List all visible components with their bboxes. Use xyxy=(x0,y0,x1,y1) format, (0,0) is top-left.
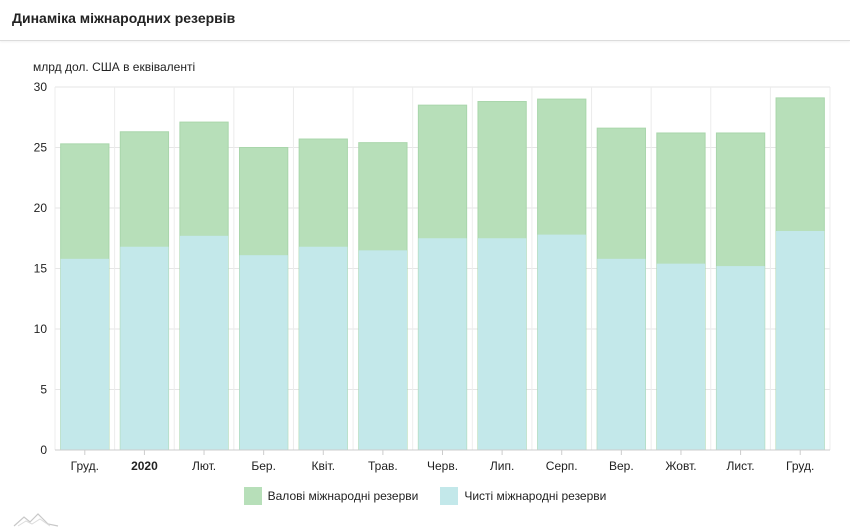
legend-label-gross: Валові міжнародні резерви xyxy=(267,489,419,503)
y-tick-label-15: 15 xyxy=(34,262,48,276)
x-tick-label-6: Черв. xyxy=(427,459,458,473)
y-tick-label-30: 30 xyxy=(34,80,48,94)
legend-swatch-net xyxy=(440,487,459,505)
x-tick-label-10: Жовт. xyxy=(665,459,696,473)
net-bar-4 xyxy=(299,246,348,450)
x-tick-label-4: Квіт. xyxy=(312,459,336,473)
legend-item-net[interactable]: Чисті міжнародні резерви xyxy=(440,487,606,505)
y-tick-label-25: 25 xyxy=(34,141,48,155)
x-tick-label-11: Лист. xyxy=(727,459,755,473)
reserves-bar-chart: 0 5 10 15 20 25 30 Груд. 2020 Лют. Бер. Квіт. Трав. Ч… xyxy=(34,80,831,473)
x-tick-label-0: Груд. xyxy=(71,459,99,473)
page-title: Динаміка міжнародних резервів xyxy=(12,10,236,26)
x-tick-label-2: Лют. xyxy=(192,459,216,473)
net-bar-12 xyxy=(776,230,825,450)
header-bar: Динаміка міжнародних резервів xyxy=(0,0,850,41)
x-tick-label-3: Бер. xyxy=(251,459,276,473)
x-tick-label-1: 2020 xyxy=(131,459,158,473)
net-bar-11 xyxy=(716,266,765,450)
x-tick-label-7: Лип. xyxy=(490,459,514,473)
net-bar-3 xyxy=(239,255,288,450)
y-tick-label-10: 10 xyxy=(34,322,48,336)
net-bar-6 xyxy=(418,238,467,450)
y-tick-label-0: 0 xyxy=(40,443,47,457)
net-bar-9 xyxy=(597,258,646,450)
net-bar-2 xyxy=(179,235,229,450)
y-axis-unit-label: млрд дол. США в еквіваленті xyxy=(33,60,196,74)
y-tick-label-5: 5 xyxy=(40,383,47,397)
legend-item-gross[interactable]: Валові міжнародні резерви xyxy=(243,487,419,505)
net-bar-1 xyxy=(120,246,169,450)
legend-label-net: Чисті міжнародні резерви xyxy=(464,489,607,503)
net-bar-5 xyxy=(358,250,408,450)
x-tick-label-8: Серп. xyxy=(546,459,578,473)
mountain-logo-icon xyxy=(13,513,59,527)
x-tick-label-12: Груд. xyxy=(786,459,814,473)
net-bar-0 xyxy=(60,258,109,450)
legend-swatch-gross xyxy=(243,487,262,505)
x-tick-label-9: Вер. xyxy=(609,459,634,473)
net-bar-8 xyxy=(537,234,586,450)
net-bar-7 xyxy=(477,238,527,450)
x-tick-label-5: Трав. xyxy=(368,459,398,473)
chart-legend: Валові міжнародні резерви Чисті міжнарод… xyxy=(0,487,850,505)
net-bar-10 xyxy=(656,263,706,450)
y-tick-label-20: 20 xyxy=(34,201,48,215)
